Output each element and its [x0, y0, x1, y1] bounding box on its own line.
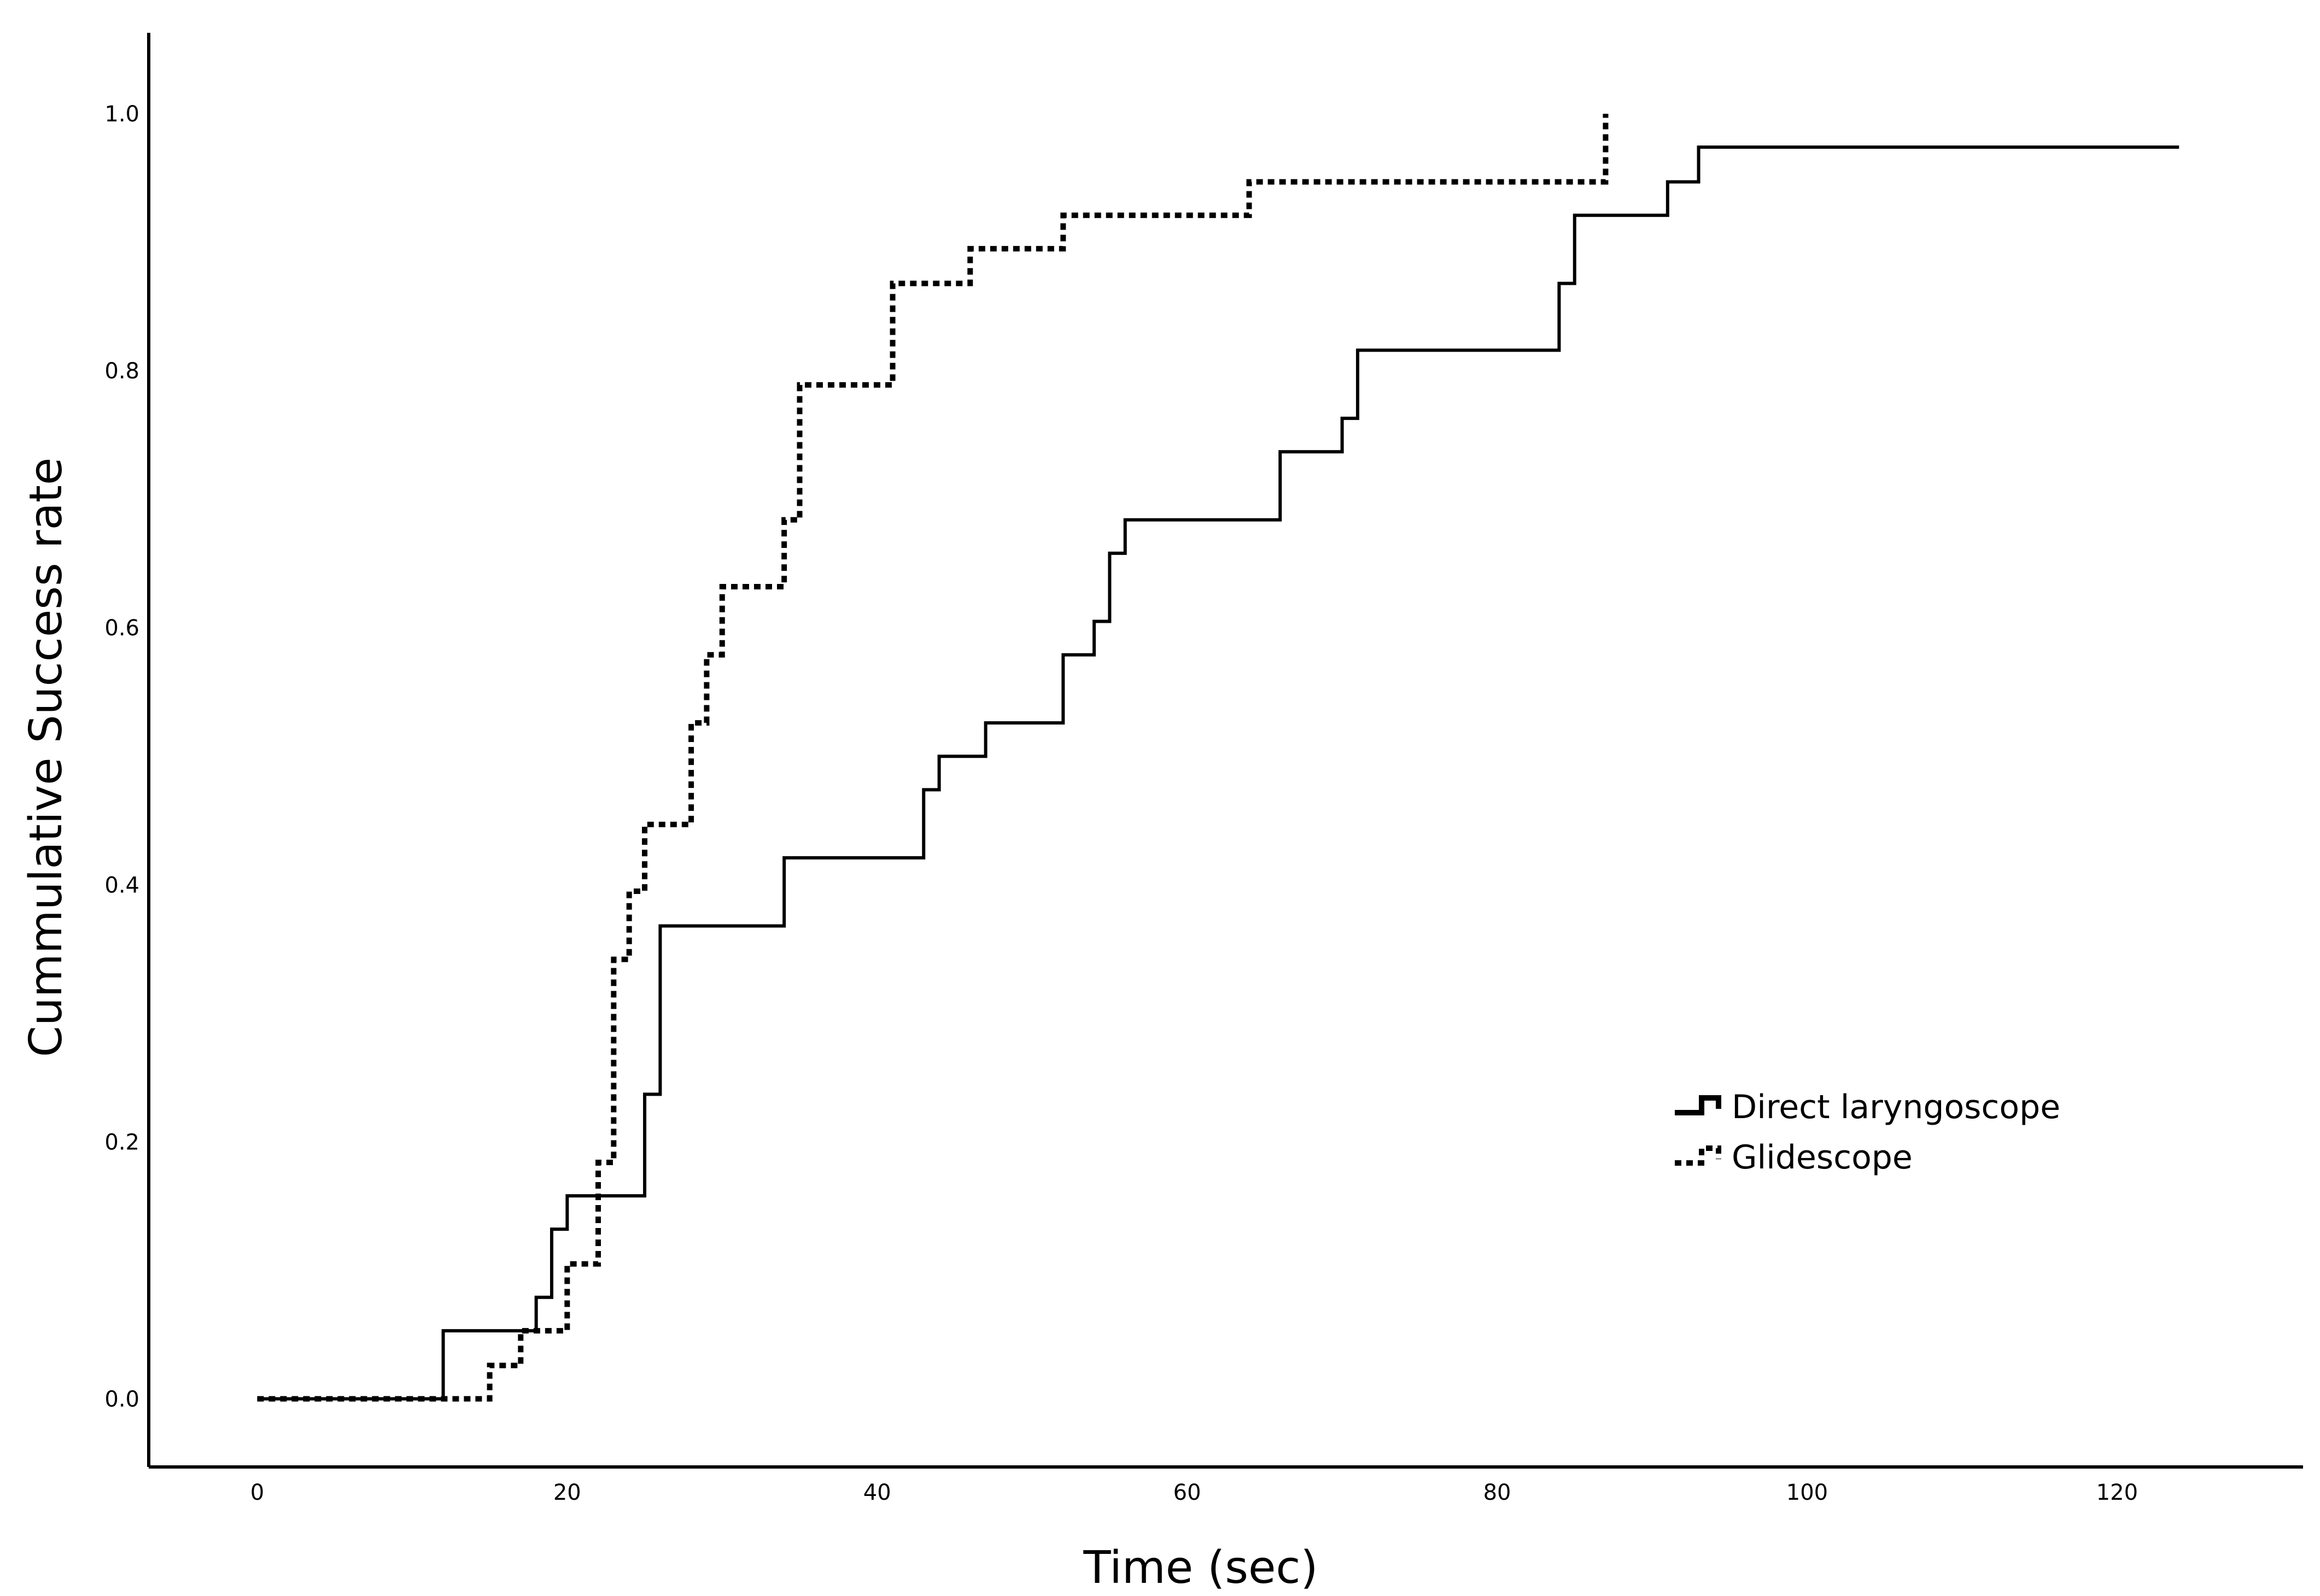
y-tick-label: 1.0 [104, 102, 139, 127]
axes [147, 33, 2303, 1469]
legend: Direct laryngoscope Glidescope [1675, 1088, 2060, 1177]
series-line-glidescope [257, 114, 1609, 1402]
y-tick-label: 0.6 [104, 616, 139, 641]
y-tick-label: 0.8 [104, 359, 139, 384]
x-tick-label: 120 [2096, 1480, 2138, 1505]
x-tick-label: 80 [1483, 1480, 1511, 1505]
series-line-direct-laryngoscope [257, 145, 2179, 1401]
legend-label-direct-laryngoscope: Direct laryngoscope [1732, 1088, 2060, 1126]
y-tick-label: 0.0 [104, 1387, 139, 1412]
x-tick-label: 40 [863, 1480, 891, 1505]
y-axis-title: Cummulative Success rate [20, 458, 72, 1057]
legend-key-direct-laryngoscope [1675, 1095, 1721, 1115]
x-tick-label: 0 [250, 1480, 264, 1505]
x-tick-labels: 0 20 40 60 80 100 120 [250, 1480, 2138, 1505]
legend-label-glidescope: Glidescope [1732, 1138, 1913, 1177]
x-tick-label: 60 [1173, 1480, 1201, 1505]
x-tick-label: 100 [1786, 1480, 1828, 1505]
x-tick-label: 20 [553, 1480, 581, 1505]
series-layer [257, 114, 2179, 1402]
x-axis-title: Time (sec) [1083, 1542, 1318, 1594]
y-tick-label: 0.2 [104, 1130, 139, 1155]
legend-key-glidescope [1675, 1145, 1721, 1166]
y-tick-label: 0.4 [104, 873, 139, 898]
y-tick-labels: 0.0 0.2 0.4 0.6 0.8 1.0 [104, 102, 139, 1412]
